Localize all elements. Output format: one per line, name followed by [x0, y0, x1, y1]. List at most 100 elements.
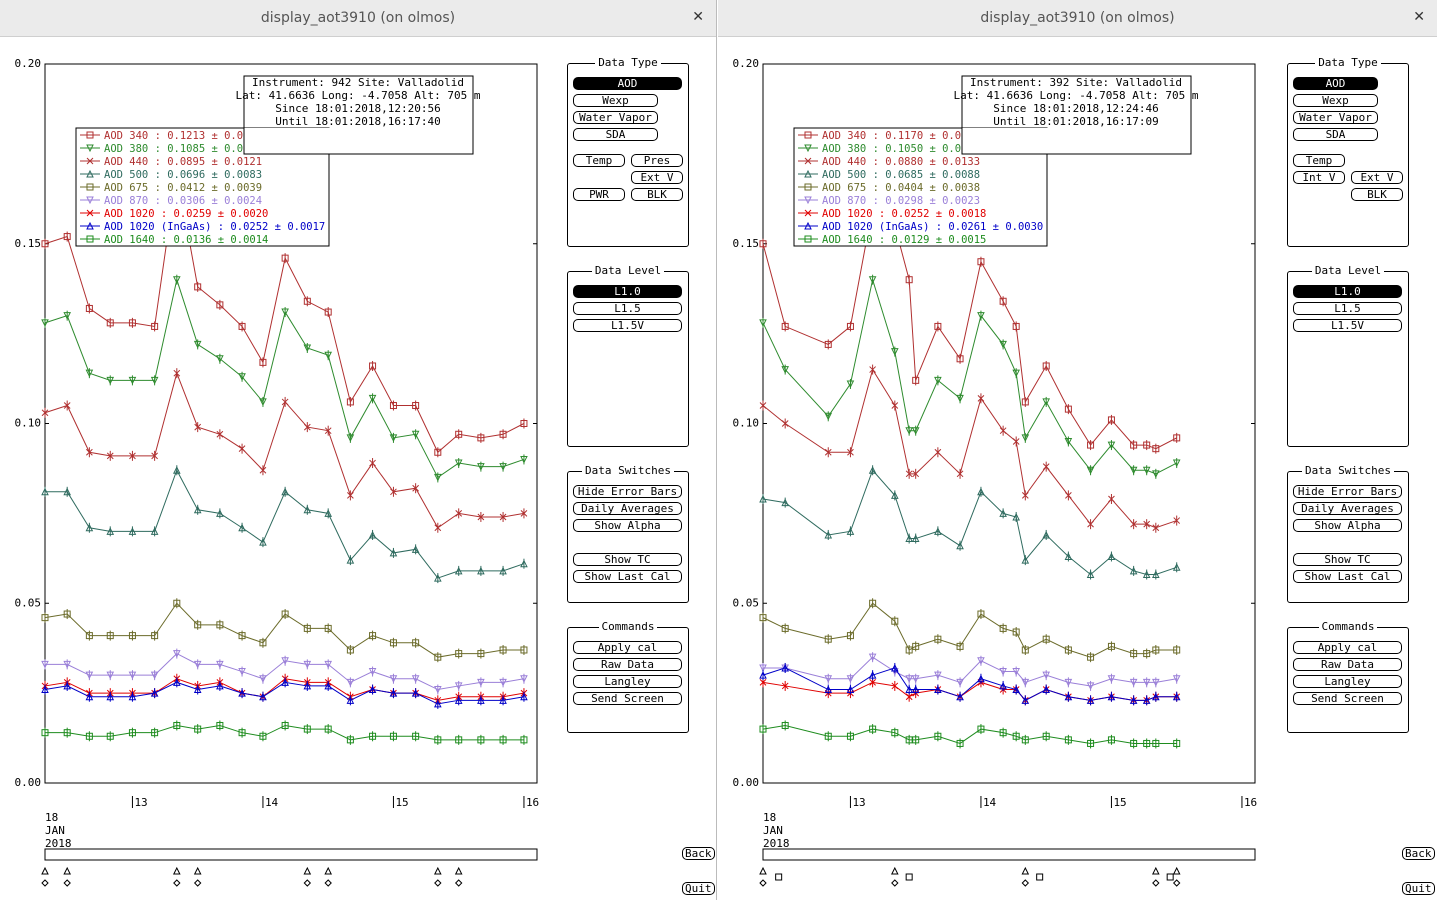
temp-button[interactable]: Temp [573, 154, 625, 167]
quit-button[interactable]: Quit [682, 882, 715, 895]
legend-marker [86, 144, 94, 153]
level-l10-button[interactable]: L1.0 [1293, 285, 1402, 298]
level-l15v-button[interactable]: L1.5V [1293, 319, 1402, 332]
level-l10-button[interactable]: L1.0 [573, 285, 682, 298]
show-last-cal-button[interactable]: Show Last Cal [573, 570, 682, 583]
wexp-button[interactable]: Wexp [573, 94, 658, 107]
data-point [956, 541, 964, 550]
data-point [1173, 739, 1181, 747]
panel-title: Data Type [1315, 56, 1381, 69]
data-point [389, 675, 398, 683]
langley-button[interactable]: Langley [573, 675, 682, 688]
blk-button[interactable]: BLK [1351, 188, 1403, 201]
hide-error-bars-button[interactable]: Hide Error Bars [573, 485, 682, 498]
daily-averages-button[interactable]: Daily Averages [1293, 502, 1402, 515]
titlebar[interactable]: display_aot3910 (on olmos) ✕ [0, 0, 716, 37]
y-tick-label: 0.00 [733, 776, 760, 789]
ext-v-button[interactable]: Ext V [1351, 171, 1403, 184]
close-icon[interactable]: ✕ [1413, 9, 1425, 25]
data-point [759, 240, 767, 248]
data-point [106, 452, 114, 460]
data-point [891, 682, 899, 690]
x-tick-label: 15 [395, 796, 408, 809]
back-button[interactable]: Back [682, 847, 715, 860]
x-tick-label: 16 [526, 796, 539, 809]
level-l15-button[interactable]: L1.5 [573, 302, 682, 315]
series-line [763, 656, 1177, 687]
legend-label: AOD 675 : 0.0412 ± 0.0039 [104, 182, 262, 194]
pres-button[interactable]: Pres [631, 154, 683, 167]
ext-v-button[interactable]: Ext V [631, 171, 683, 184]
send-screen-button[interactable]: Send Screen [573, 692, 682, 705]
back-button[interactable]: Back [1402, 847, 1435, 860]
data-point [891, 402, 899, 409]
level-l15-button[interactable]: L1.5 [1293, 302, 1402, 315]
apply-cal-button[interactable]: Apply cal [573, 641, 682, 654]
aod-button[interactable]: AOD [1293, 77, 1378, 90]
show-alpha-button[interactable]: Show Alpha [1293, 519, 1402, 532]
data-point [520, 510, 528, 517]
data-point [1064, 678, 1073, 687]
data-point [41, 487, 49, 496]
show-last-cal-button[interactable]: Show Last Cal [1293, 570, 1402, 583]
show-tc-button[interactable]: Show TC [573, 553, 682, 566]
data-point [259, 675, 267, 683]
data-point [477, 566, 485, 575]
data-point [411, 675, 420, 683]
water-vapor-button[interactable]: Water Vapor [573, 111, 658, 124]
data-point [455, 650, 463, 658]
data-point [259, 466, 267, 474]
water-vapor-button[interactable]: Water Vapor [1293, 111, 1378, 124]
data-point [454, 566, 463, 575]
show-tc-button[interactable]: Show TC [1293, 553, 1402, 566]
data-point [324, 308, 332, 316]
data-point [977, 312, 985, 320]
raw-data-button[interactable]: Raw Data [573, 658, 682, 671]
wexp-button[interactable]: Wexp [1293, 94, 1378, 107]
sda-button[interactable]: SDA [573, 128, 658, 141]
data-point [303, 681, 312, 690]
pwr-button[interactable]: PWR [573, 188, 625, 201]
data-point [129, 452, 136, 460]
bottom-triangle [759, 866, 767, 875]
data-point [477, 513, 485, 521]
hide-error-bars-button[interactable]: Hide Error Bars [1293, 485, 1402, 498]
data-point [411, 545, 420, 553]
data-point [1042, 530, 1051, 539]
data-point [868, 466, 877, 474]
data-point [434, 448, 442, 456]
data-point [151, 452, 158, 460]
int-v-button[interactable]: Int V [1293, 171, 1345, 184]
data-point [434, 473, 442, 482]
sda-button[interactable]: SDA [1293, 128, 1378, 141]
close-icon[interactable]: ✕ [692, 9, 704, 25]
raw-data-button[interactable]: Raw Data [1293, 658, 1402, 671]
send-screen-button[interactable]: Send Screen [1293, 692, 1402, 705]
data-point [824, 530, 833, 539]
langley-button[interactable]: Langley [1293, 675, 1402, 688]
x-date-year: 2018 [45, 837, 72, 850]
data-point [520, 420, 528, 427]
data-point [824, 340, 832, 348]
blk-button[interactable]: BLK [631, 188, 683, 201]
data-point [172, 650, 181, 658]
data-point [63, 402, 71, 409]
titlebar[interactable]: display_aot3910 (on olmos) ✕ [718, 0, 1437, 37]
show-alpha-button[interactable]: Show Alpha [573, 519, 682, 532]
daily-averages-button[interactable]: Daily Averages [573, 502, 682, 515]
bottom-triangle [890, 866, 899, 875]
series-line [44, 371, 525, 529]
level-l15v-button[interactable]: L1.5V [573, 319, 682, 332]
data-point [368, 668, 377, 676]
data-point [63, 233, 71, 241]
data-point [781, 366, 789, 374]
apply-cal-button[interactable]: Apply cal [1293, 641, 1402, 654]
quit-button[interactable]: Quit [1402, 882, 1435, 895]
data-point [369, 632, 377, 640]
panel-title: Data Switches [1301, 464, 1395, 477]
data-point [1021, 434, 1030, 442]
data-point [1143, 739, 1151, 747]
temp-button[interactable]: Temp [1293, 154, 1345, 167]
aod-button[interactable]: AOD [573, 77, 682, 90]
